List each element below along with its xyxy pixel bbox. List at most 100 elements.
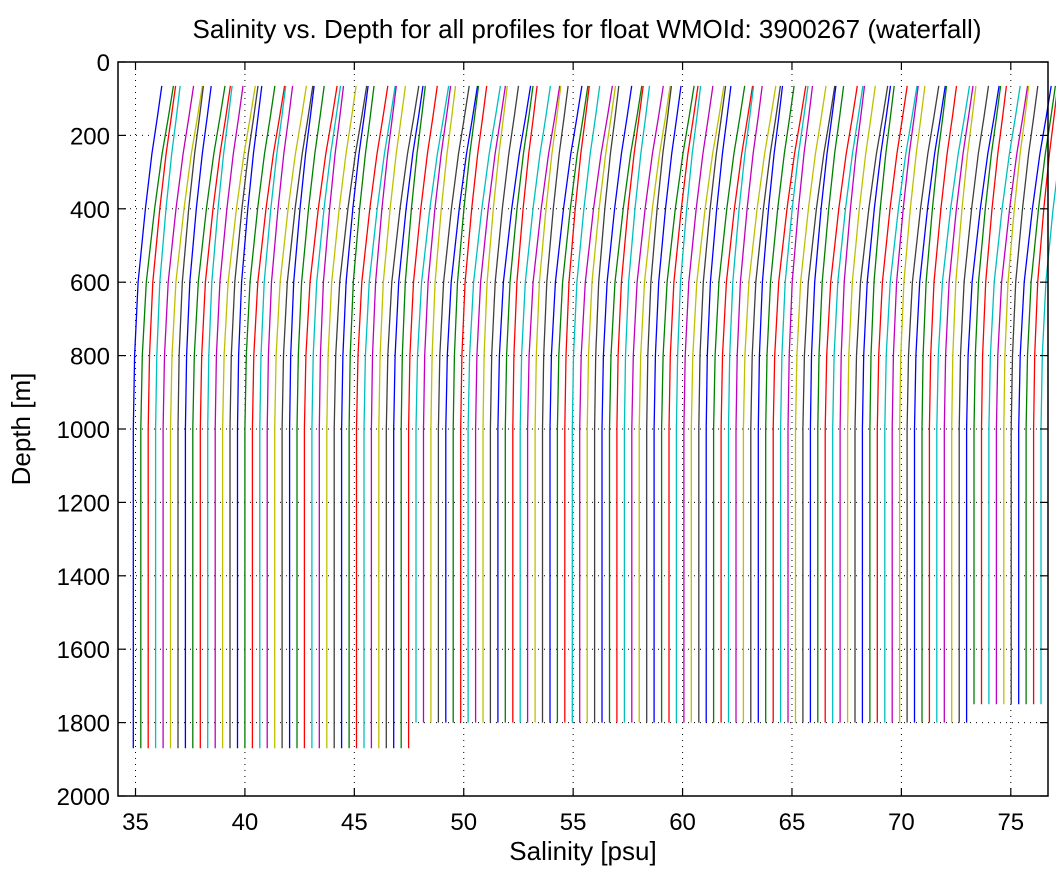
profile-line <box>244 85 276 749</box>
profile-line <box>861 85 892 723</box>
axis-ticks: 35 40 45 50 55 60 65 70 75 0 200 400 600 800 1000 1200 1… <box>57 50 1048 836</box>
profile-line <box>497 85 532 723</box>
profile-line <box>400 85 426 749</box>
profile-line <box>259 85 287 749</box>
profile-line <box>943 85 974 723</box>
y-tick-label: 0 <box>97 50 110 77</box>
grid-lines <box>118 61 1048 797</box>
profile-line <box>467 85 502 723</box>
profile-line <box>675 85 702 723</box>
profile-line <box>437 85 470 723</box>
plot-frame <box>117 61 1049 797</box>
profile-line <box>586 85 617 723</box>
profile-line <box>296 85 325 749</box>
profile-line <box>928 85 958 723</box>
x-tick-label: 75 <box>997 809 1024 836</box>
profile-line <box>430 85 457 723</box>
profile-line <box>794 85 827 723</box>
profile-line <box>474 85 507 723</box>
profile-line <box>541 85 569 723</box>
profile-line <box>779 85 809 723</box>
profile-line <box>251 85 286 749</box>
profile-line <box>839 85 866 723</box>
profile-line <box>913 85 946 723</box>
profile-line <box>898 85 926 723</box>
x-tick-label: 55 <box>560 809 587 836</box>
profile-line <box>549 85 583 723</box>
profile-line <box>221 85 256 749</box>
profile-line <box>556 85 589 723</box>
profile-line <box>720 85 754 723</box>
x-tick-label: 65 <box>779 809 806 836</box>
profile-line <box>832 85 864 723</box>
profile-line <box>809 85 837 723</box>
profile-line <box>229 85 259 749</box>
profile-line <box>988 85 1021 705</box>
profile-line <box>452 85 480 723</box>
profile-line <box>288 85 315 749</box>
y-tick-label: 2000 <box>57 784 110 811</box>
x-tick-label: 50 <box>450 809 477 836</box>
profile-line <box>683 85 714 723</box>
profile-line <box>668 85 699 723</box>
profile-line <box>564 85 590 723</box>
profile-lines <box>132 85 1056 749</box>
y-tick-label: 800 <box>70 344 110 371</box>
profile-line <box>340 85 369 749</box>
profile-line <box>958 85 990 723</box>
profile-line <box>355 85 389 749</box>
profile-line <box>1003 85 1030 705</box>
profile-line <box>534 85 562 723</box>
profile-line <box>482 85 508 723</box>
y-tick-label: 1000 <box>57 417 110 444</box>
profile-line <box>318 85 345 749</box>
profile-line <box>415 85 450 723</box>
profile-line <box>646 85 673 723</box>
profile-line <box>705 85 732 723</box>
profile-line <box>995 85 1029 705</box>
profile-line <box>973 85 1002 705</box>
profile-line <box>965 85 1000 723</box>
profile-line <box>207 85 233 749</box>
y-tick-label: 1600 <box>57 637 110 664</box>
y-tick-label: 1400 <box>57 564 110 591</box>
profile-line <box>303 85 338 749</box>
profile-line <box>824 85 858 723</box>
x-tick-label: 60 <box>669 809 696 836</box>
profile-line <box>757 85 784 723</box>
profile-line <box>817 85 845 723</box>
profile-line <box>638 85 671 723</box>
y-tick-label: 200 <box>70 123 110 150</box>
profile-line <box>869 85 895 723</box>
profile-line <box>1025 85 1056 705</box>
y-tick-label: 600 <box>70 270 110 297</box>
profile-line <box>787 85 814 723</box>
profile-line <box>326 85 357 749</box>
profile-line <box>727 85 755 723</box>
profile-line <box>407 85 438 749</box>
profile-line <box>281 85 314 749</box>
profile-line <box>623 85 651 723</box>
profile-line <box>802 85 836 723</box>
profile-line <box>690 85 725 723</box>
profile-line <box>512 85 538 723</box>
profile-line <box>177 85 205 749</box>
x-tick-label: 40 <box>232 809 259 836</box>
x-tick-label: 70 <box>888 809 915 836</box>
profile-line <box>489 85 520 723</box>
profile-line <box>846 85 876 723</box>
profile-line <box>750 85 782 723</box>
profile-line <box>936 85 971 723</box>
profile-line <box>593 85 620 723</box>
profile-line <box>445 85 479 723</box>
profile-line <box>348 85 375 749</box>
profile-line <box>735 85 763 723</box>
profile-line <box>169 85 204 749</box>
profile-line <box>891 85 919 723</box>
profile-line <box>1010 85 1039 705</box>
profile-line <box>1032 94 1056 705</box>
profile-line <box>214 85 244 749</box>
profile-line <box>921 85 948 723</box>
profile-line <box>363 85 396 749</box>
